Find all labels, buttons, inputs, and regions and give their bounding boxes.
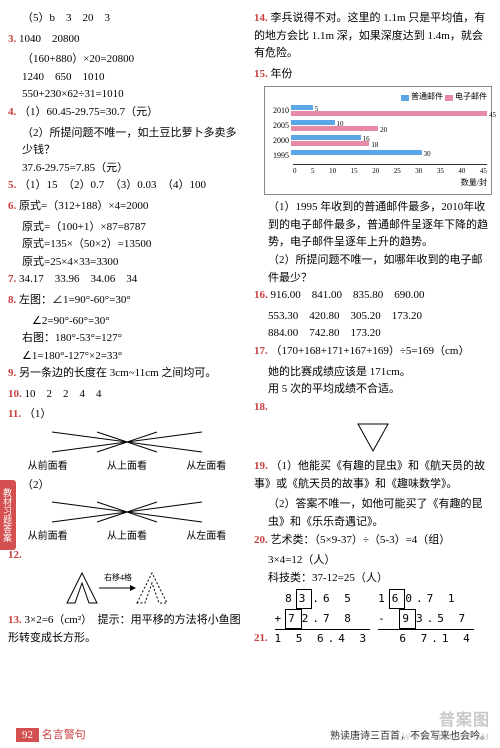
q13-l1: 3×2=6（cm²） 提示：用平移的方法将小鱼图形转变成长方形。 [8,614,241,644]
q15-chart: 普通邮件 电子邮件 201054520051020200016181995300… [264,86,492,195]
q21-num: 21. [254,633,268,645]
q3-l2: （160+880）×20=20800 [8,51,246,69]
q19-l1: （1）他能买《有趣的昆虫》和《航天员的故事》或《航天员的故事》和《趣味数学》。 [254,460,485,490]
q3-vals: 1040 20800 [19,33,80,45]
left-column: （5）b 3 20 3 3. 1040 20800 （160+880）×20=2… [8,10,246,652]
q6: 6. 原式=（312+188）×4=2000 [8,198,246,216]
q4-num: 4. [8,106,16,118]
q5: 5. （1）15 （2）0.7 （3）0.03 （4）100 [8,177,246,195]
q17-l1: （170+168+171+167+169）÷5=169（cm） [271,345,470,357]
diag-label: 从前面看 [28,459,68,475]
q4-l3: 37.6-29.75=7.85（元） [8,160,246,178]
diag-label: 从上面看 [107,529,147,545]
q3-num: 3. [8,33,16,45]
q16: 16. 916.00 841.00 835.80 690.00 [254,287,492,305]
q3-l4: 550+230×62÷31=1010 [8,86,246,104]
q16-l1: 916.00 841.00 835.80 690.00 [271,289,425,301]
q9-num: 9. [8,367,16,379]
sidebar-tab: 教材习题答案 [0,480,16,550]
q7: 7. 34.17 33.96 34.06 34 [8,271,246,289]
arrow-shape-icon: 右移4格 [57,568,197,608]
q10-num: 10. [8,388,22,400]
q20: 20. 艺术类：（5×9-37）÷（5-3）=4（组） [254,532,492,550]
q4-l2: （2）所提问题不唯一，如土豆比萝卜多卖多少钱？ [8,125,246,160]
q18: 18. [254,399,492,417]
q16-l3: 884.00 742.80 173.20 [254,325,492,343]
q15-a2: （2）所提问题不唯一，如哪年收到的电子邮件最少？ [254,252,492,287]
diag-label: 从左面看 [186,529,226,545]
q14: 14. 李兵说得不对。这里的 1.1m 只是平均值，有的地方会比 1.1m 深，… [254,10,492,63]
q14-l1: 李兵说得不对。这里的 1.1m 只是平均值，有的地方会比 1.1m 深，如果深度… [254,12,485,59]
q20-l3: 科技类：37-12=25（人） [254,570,492,588]
q4-l1: （1）60.45-29.75=30.7（元） [19,106,158,118]
right-column: 14. 李兵说得不对。这里的 1.1m 只是平均值，有的地方会比 1.1m 深，… [254,10,492,652]
q15: 15. 年份 [254,66,492,84]
q15-ylabel: 年份 [271,68,293,80]
q14-num: 14. [254,12,268,24]
cross-lines-icon [42,497,212,527]
triangle-icon [353,419,393,454]
q7-num: 7. [8,273,16,285]
q5-num: 5. [8,179,16,191]
q11: 11. （1） [8,406,246,424]
q4: 4. （1）60.45-29.75=30.7（元） [8,104,246,122]
q15-a1: （1）1995 年收到的普通邮件最多，2010年收到的电子邮件最多，普通邮件呈逐… [254,199,492,252]
q10-l1: 10 2 2 4 4 [25,388,102,400]
q19: 19. （1）他能买《有趣的昆虫》和《航天员的故事》或《航天员的故事》和《趣味数… [254,458,492,493]
q11-diagram2: 从前面看 从上面看 从左面看 [8,497,246,545]
q20-num: 20. [254,534,268,546]
q20-l1: 艺术类：（5×9-37）÷（5-3）=4（组） [271,534,451,546]
diag-label: 从上面看 [107,459,147,475]
q6-num: 6. [8,200,16,212]
svg-text:右移4格: 右移4格 [104,572,132,582]
diag-label: 从前面看 [28,529,68,545]
q11-num: 11. [8,408,21,420]
q17-l2: 她的比赛成绩应该是 171cm。 [254,364,492,382]
q9: 9. 另一条边的长度在 3cm~11cm 之间均可。 [8,365,246,383]
q8-l3: 右图：180°-53°=127° [8,330,246,348]
q17-l3: 用 5 次的平均成绩不合适。 [254,381,492,399]
q8-l4: ∠1=180°-127°×2=33° [8,348,246,366]
q19-num: 19. [254,460,268,472]
q15-num: 15. [254,68,268,80]
q3-l3: 1240 650 1010 [8,69,246,87]
q8-num: 8. [8,294,16,306]
q17-num: 17. [254,345,268,357]
q18-num: 18. [254,401,268,413]
q11-sub1: （1） [24,408,52,420]
q10: 10. 10 2 2 4 4 [8,386,246,404]
q5-l1: （1）15 （2）0.7 （3）0.03 （4）100 [19,179,206,191]
q19-l2: （2）答案不唯一，如他可能买了《有趣的昆虫》和《乐乐奇遇记》。 [254,496,492,531]
q16-l2: 553.30 420.80 305.20 173.20 [254,308,492,326]
q8: 8. 左图：∠1=90°-60°=30° [8,292,246,310]
q3: 3. 1040 20800 [8,31,246,49]
q5-part5: （5）b 3 20 3 [8,10,246,28]
q21: 21. 83.6 5+72.7 81 5 6.4 3160.7 1- 93.5 … [254,587,492,649]
q7-l1: 34.17 33.96 34.06 34 [19,273,137,285]
q12: 12. 右移4格 [8,547,246,609]
q11-sub2: （2） [8,477,246,495]
cross-lines-icon [42,427,212,457]
q13: 13. 3×2=6（cm²） 提示：用平移的方法将小鱼图形转变成长方形。 [8,612,246,647]
q12-num: 12. [8,549,22,561]
page-number: 92 [16,728,39,742]
q17: 17. （170+168+171+167+169）÷5=169（cm） [254,343,492,361]
q20-l2: 3×4=12（人） [254,552,492,570]
q9-l1: 另一条边的长度在 3cm~11cm 之间均可。 [19,367,216,379]
q11-diagram1: 从前面看 从上面看 从左面看 [8,427,246,475]
page-content: （5）b 3 20 3 3. 1040 20800 （160+880）×20=2… [0,0,500,682]
q16-num: 16. [254,289,268,301]
footer-label: 名言警句 [42,729,86,741]
q13-num: 13. [8,614,22,626]
watermark: 普案图 [439,706,490,730]
q6-l1: 原式=（312+188）×4=2000 [19,200,148,212]
q6-l2: 原式=（100+1）×87=8787 [8,219,246,237]
q8-l2: ∠2=90°-60°=30° [8,313,246,331]
q6-l3: 原式=135×（50×2）=13500 [8,236,246,254]
diag-label: 从左面看 [186,459,226,475]
q6-l4: 原式=25×4×33=3300 [8,254,246,272]
watermark-url: WWW.MXQE.COM [402,732,490,742]
q8-l1: 左图：∠1=90°-60°=30° [19,294,131,306]
